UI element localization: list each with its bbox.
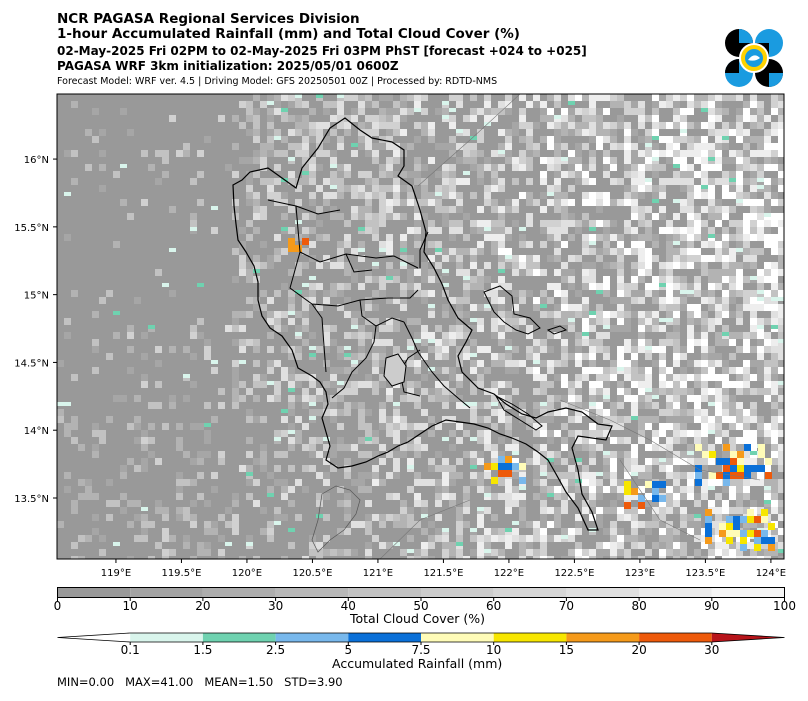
cloud-cover-tick-label: 100: [773, 599, 796, 613]
cloud-cover-colorbar-segment: [130, 587, 203, 598]
rainfall-tick-label: 7.5: [411, 643, 430, 657]
cloud-cover-colorbar-segment: [566, 587, 640, 598]
rainfall-tick-label: 1.5: [193, 643, 212, 657]
rainfall-colorbar-segment: [639, 633, 712, 642]
cloud-cover-tick-label: 80: [631, 599, 646, 613]
lon-tick-label: 121.5°E: [423, 568, 463, 579]
rainfall-statistics: MIN=0.00 MAX=41.00 MEAN=1.50 STD=3.90: [57, 675, 343, 689]
rainfall-colorbar-segment: [130, 633, 203, 642]
rainfall-tick-label: 15: [559, 643, 574, 657]
title-organization: NCR PAGASA Regional Services Division: [57, 11, 360, 27]
cloud-cover-colorbar-segment: [275, 587, 349, 598]
lon-tick-label: 121°E: [363, 568, 393, 579]
rainfall-tick-label: 30: [704, 643, 719, 657]
cloud-cover-tick-label: 40: [341, 599, 356, 613]
island-alabat: [494, 394, 543, 431]
cloud-cover-field: [57, 94, 784, 559]
lat-tick-label: 13.5°N: [14, 494, 49, 505]
cloud-cover-tick-label: 60: [486, 599, 501, 613]
cloud-cover-colorbar-segment: [711, 587, 785, 598]
rainfall-colorbar-segment: [275, 633, 349, 642]
cloud-cover-tick-label: 10: [123, 599, 138, 613]
title-valid-time: 02-May-2025 Fri 02PM to 02-May-2025 Fri …: [57, 44, 587, 58]
rainfall-tick-label: 0.1: [121, 643, 140, 657]
lon-tick-label: 120°E: [232, 568, 262, 579]
rainfall-colorbar-segment: [348, 633, 421, 642]
cloud-cover-tick-label: 70: [559, 599, 574, 613]
latitude-ticks: 16°N 15.5°N 15°N 14.5°N 14°N 13.5°N: [14, 155, 57, 505]
rainfall-colorbar-segment: [566, 633, 640, 642]
island-small: [546, 325, 568, 335]
cloud-cover-tick-label: 30: [268, 599, 283, 613]
rainfall-cloud-map: 119°E 119.5°E 120°E 120.5°E 121°E 121.5°E 122°…: [14, 93, 786, 579]
pagasa-logo-icon: [725, 29, 783, 87]
title-product: 1-hour Accumulated Rainfall (mm) and Tot…: [57, 26, 520, 42]
rainfall-tick-label: 20: [631, 643, 646, 657]
rainfall-tick-label: 10: [486, 643, 501, 657]
cloud-cover-colorbar-segment: [493, 587, 567, 598]
cloud-cover-tick-label: 50: [413, 599, 428, 613]
rainfall-colorbar-segment: [421, 633, 494, 642]
lat-tick-label: 15°N: [24, 291, 49, 302]
lat-tick-label: 15.5°N: [14, 223, 49, 234]
lat-tick-label: 14.5°N: [14, 358, 49, 369]
lat-tick-label: 14°N: [24, 426, 49, 437]
cloud-cover-colorbar-segment: [202, 587, 276, 598]
coastline-mindoro: [311, 485, 361, 553]
title-initialization: PAGASA WRF 3km initialization: 2025/05/0…: [57, 59, 399, 73]
rainfall-colorbar-ticks: 0.1 1.5 2.5 5 7.5 10 15 20 30: [121, 642, 719, 657]
cloud-cover-colorbar-ticks: 0 10 20 30 40 50 60 70 80 90 100: [54, 597, 796, 613]
cloud-cover-tick-label: 0: [54, 599, 62, 613]
cloud-cover-tick-label: 20: [195, 599, 210, 613]
lat-tick-label: 16°N: [24, 155, 49, 166]
cloud-cover-colorbar-segment: [421, 587, 494, 598]
cloud-cover-colorbar-segment: [348, 587, 421, 598]
longitude-ticks: 119°E 119.5°E 120°E 120.5°E 121°E 121.5°E 122°…: [101, 559, 786, 579]
lon-tick-label: 122°E: [494, 568, 524, 579]
cloud-cover-colorbar: 0 10 20 30 40 50 60 70 80 90 100: [54, 587, 796, 613]
rainfall-colorbar-label: Accumulated Rainfall (mm): [332, 656, 503, 671]
island-polillo: [483, 285, 541, 335]
lon-tick-label: 119°E: [101, 568, 131, 579]
lon-tick-label: 119.5°E: [161, 568, 201, 579]
lon-tick-label: 124°E: [756, 568, 786, 579]
rainfall-colorbar-segment: [493, 633, 567, 642]
lon-tick-label: 122.5°E: [554, 568, 594, 579]
rainfall-tick-label: 5: [344, 643, 352, 657]
grey-boundaries: [379, 94, 761, 559]
rainfall-colorbar: 0.1 1.5 2.5 5 7.5 10 15 20 30: [57, 632, 785, 657]
rainfall-colorbar-segment: [711, 633, 785, 642]
laguna-lake: [383, 353, 407, 387]
coastline-luzon: [232, 117, 613, 531]
rainfall-colorbar-segment: [202, 633, 276, 642]
rainfall-colorbar-segment: [57, 633, 131, 642]
rainfall-field: [57, 94, 784, 553]
cloud-cover-tick-label: 90: [704, 599, 719, 613]
lon-tick-label: 123.5°E: [685, 568, 725, 579]
lon-tick-label: 120.5°E: [292, 568, 332, 579]
lon-tick-label: 123°E: [625, 568, 655, 579]
cloud-cover-colorbar-segment: [57, 587, 131, 598]
rainfall-tick-label: 2.5: [266, 643, 285, 657]
cloud-cover-colorbar-segment: [639, 587, 712, 598]
cloud-cover-colorbar-label: Total Cloud Cover (%): [350, 611, 486, 626]
title-model-info: Forecast Model: WRF ver. 4.5 | Driving M…: [57, 76, 498, 87]
